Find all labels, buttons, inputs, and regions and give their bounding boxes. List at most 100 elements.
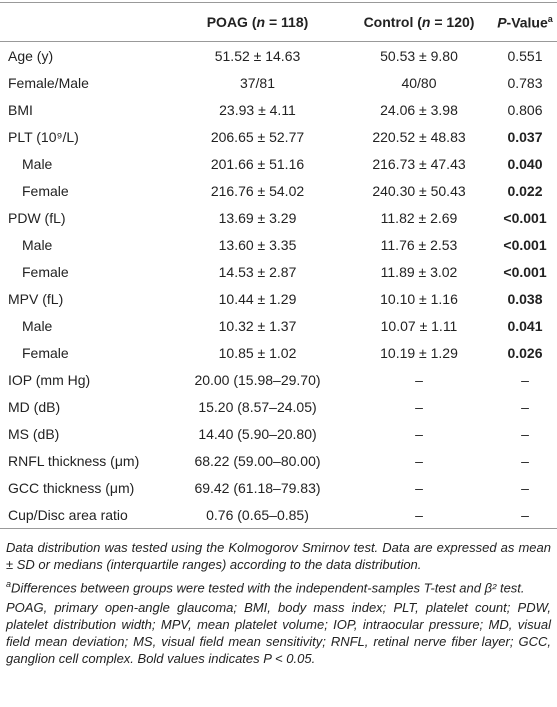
p-value-cell: – [521,452,529,469]
poag-cell: 201.66 ± 51.16 [210,155,305,172]
header-text: P [497,14,507,31]
p-value-cell: 0.783 [507,74,543,91]
poag-cell: 20.00 (15.98–29.70) [194,371,321,388]
p-value-cell: 0.040 [507,155,543,172]
footnote: aDifferences between groups were tested … [6,576,551,596]
header-p: P-Valuea [493,2,557,42]
p-value-cell: 0.022 [507,182,543,199]
poag-cell: 14.40 (5.90–20.80) [198,425,317,442]
p-value-cell: 0.026 [507,344,543,361]
table-row: Female 14.53 ± 2.87 11.89 ± 3.02 <0.001 [0,258,557,285]
table-row: RNFL thickness (μm) 68.22 (59.00–80.00) – – [0,447,557,474]
p-value-cell: <0.001 [503,263,547,280]
table-row: BMI 23.93 ± 4.11 24.06 ± 3.98 0.806 [0,96,557,123]
poag-cell: 15.20 (8.57–24.05) [198,398,317,415]
p-value-cell: 0.551 [507,47,543,64]
row-label: Female [22,344,69,361]
header-text: = 120) [430,14,475,30]
table-row: IOP (mm Hg) 20.00 (15.98–29.70) – – [0,366,557,393]
table-row: MPV (fL) 10.44 ± 1.29 10.10 ± 1.16 0.038 [0,285,557,312]
row-label: Female [22,263,69,280]
header-text: = 118) [265,14,309,30]
row-label: Male [22,155,53,172]
table-body: Age (y) 51.52 ± 14.63 50.53 ± 9.80 0.551 Fem… [0,42,557,529]
poag-cell: 216.76 ± 54.02 [210,182,305,199]
row-label: MD (dB) [8,398,61,415]
control-cell: – [415,452,423,469]
p-value-cell: – [521,479,529,496]
footnotes: Data distribution was tested using the K… [0,529,557,667]
control-cell: 240.30 ± 50.43 [372,182,466,199]
table-row: Male 201.66 ± 51.16 216.73 ± 47.43 0.040 [0,150,557,177]
footnote-mark: a [6,579,12,589]
poag-cell: 69.42 (61.18–79.83) [194,479,321,496]
poag-cell: 37/81 [239,74,276,91]
poag-cell: 13.69 ± 3.29 [218,209,297,226]
footnote-text: Differences between groups were tested w… [11,580,525,596]
header-text: POAG ( [206,14,257,30]
table-row: Female 216.76 ± 54.02 240.30 ± 50.43 0.022 [0,177,557,204]
control-cell: 10.10 ± 1.16 [380,290,458,307]
table-row: Female 10.85 ± 1.02 10.19 ± 1.29 0.026 [0,339,557,366]
footnote: Data distribution was tested using the K… [6,539,551,573]
control-cell: 24.06 ± 3.98 [380,101,458,118]
header-text: n [421,14,431,30]
poag-cell: 0.76 (0.65–0.85) [170,501,345,529]
poag-cell: 51.52 ± 14.63 [214,47,301,64]
p-value-cell: – [521,371,529,388]
p-value-cell: – [521,425,529,442]
control-cell: – [415,371,423,388]
control-cell: – [345,501,493,529]
poag-cell: 23.93 ± 4.11 [219,101,296,118]
p-value-cell: – [521,398,529,415]
control-cell: – [415,479,423,496]
row-label: PDW (fL) [8,209,66,226]
p-value-cell: 0.037 [507,128,543,145]
control-cell: 10.07 ± 1.11 [380,317,458,334]
table-row: MS (dB) 14.40 (5.90–20.80) – – [0,420,557,447]
control-cell: 220.52 ± 48.83 [372,128,466,145]
footnote: POAG, primary open-angle glaucoma; BMI, … [6,599,551,667]
p-value-cell: <0.001 [503,209,547,226]
footnote-text: POAG, primary open-angle glaucoma; BMI, … [6,600,551,667]
control-cell: – [415,398,423,415]
table-row: Male 10.32 ± 1.37 10.07 ± 1.11 0.041 [0,312,557,339]
p-value-cell: – [493,501,557,529]
row-label: IOP (mm Hg) [8,371,91,388]
header-text: -Value [506,14,548,31]
p-value-cell: 0.806 [507,101,543,118]
control-cell: – [415,425,423,442]
row-label: Male [22,236,53,253]
poag-cell: 10.44 ± 1.29 [218,290,297,307]
header-label [0,2,170,42]
table-row: Cup/Disc area ratio 0.76 (0.65–0.85) – – [0,501,557,529]
row-label: RNFL thickness (μm) [8,452,140,469]
table-row: GCC thickness (μm) 69.42 (61.18–79.83) – – [0,474,557,501]
table-row: PDW (fL) 13.69 ± 3.29 11.82 ± 2.69 <0.001 [0,204,557,231]
p-value-cell: 0.041 [507,317,543,334]
header-text: Control ( [363,14,422,30]
data-table: POAG (n = 118) Control (n = 120) P-Value… [0,2,557,529]
control-cell: 216.73 ± 47.43 [372,155,466,172]
table-row: Age (y) 51.52 ± 14.63 50.53 ± 9.80 0.551 [0,42,557,70]
table-row: Male 13.60 ± 3.35 11.76 ± 2.53 <0.001 [0,231,557,258]
row-label: MPV (fL) [8,290,64,307]
row-label: Female [22,182,69,199]
p-value-cell: <0.001 [503,236,547,253]
header-poag: POAG (n = 118) [170,2,345,42]
poag-cell: 10.32 ± 1.37 [218,317,297,334]
poag-cell: 14.53 ± 2.87 [218,263,297,280]
table-row: MD (dB) 15.20 (8.57–24.05) – – [0,393,557,420]
footnote-text: Data distribution was tested using the K… [6,540,551,572]
row-label: Cup/Disc area ratio [0,501,170,529]
header-text: n [256,14,266,30]
control-cell: 11.76 ± 2.53 [380,236,458,253]
table-row: Female/Male 37/81 40/80 0.783 [0,69,557,96]
control-cell: 10.19 ± 1.29 [380,344,458,361]
poag-cell: 13.60 ± 3.35 [218,236,297,253]
footnote-mark: a [547,13,553,24]
row-label: Male [22,317,53,334]
row-label: Age (y) [8,47,54,64]
header-row: POAG (n = 118) Control (n = 120) P-Value… [0,2,557,42]
